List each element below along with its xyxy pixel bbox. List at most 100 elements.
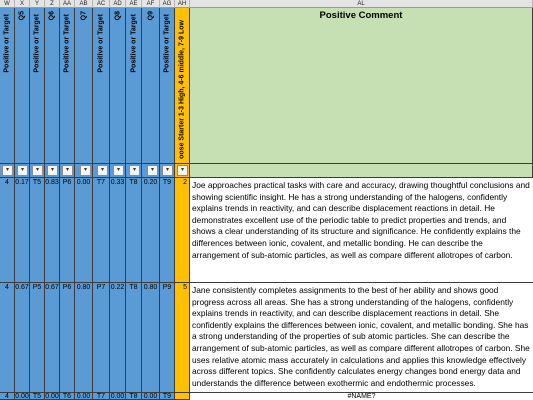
col-header-y[interactable]: Y [30,0,45,8]
header-q5[interactable]: Q5 [15,8,30,164]
filter-cell: ▾ [126,164,142,178]
starter-cell[interactable]: 5 [175,283,190,393]
table-cell[interactable]: T8 [126,178,142,283]
col-header-x[interactable]: X [15,0,30,8]
header-label: Positive or Target [33,14,41,73]
col-header-ad[interactable]: AD [110,0,126,8]
table-cell[interactable]: 0.33 [110,178,126,283]
filter-dropdown-icon[interactable]: ▾ [47,165,58,176]
table-cell[interactable]: 0.80 [75,283,93,393]
header-choose-starter[interactable]: oose Starter 1-3 High, 4-6 middle, 7-9 L… [175,8,190,164]
col-header-w[interactable]: W [0,0,15,8]
header-label: Q9 [147,11,154,21]
table-cell[interactable]: 0.00 [45,393,60,400]
header-label: Q6 [48,11,56,21]
col-header-ae[interactable]: AE [126,0,142,8]
header-label: Positive or Target [63,14,71,73]
col-header-ag[interactable]: AG [160,0,175,8]
filter-dropdown-icon[interactable]: ▾ [62,165,73,176]
table-cell[interactable]: T8 [126,283,142,393]
filter-cell: ▾ [75,164,93,178]
header-label: Q8 [114,11,121,21]
filter-dropdown-icon[interactable]: ▾ [32,165,43,176]
filter-dropdown-icon[interactable]: ▾ [162,165,173,176]
header-q8[interactable]: Q8 [110,8,126,164]
header-positive-or-target[interactable]: Positive or Target [30,8,45,164]
filter-dropdown-icon[interactable]: ▾ [97,165,108,176]
filter-cell: ▾ [93,164,110,178]
col-header-ac[interactable]: AC [93,0,110,8]
filter-cell: ▾ [0,164,15,178]
table-cell[interactable]: 0.00 [142,393,160,400]
table-cell[interactable]: P5 [30,283,45,393]
filter-dropdown-icon[interactable]: ▾ [147,165,158,176]
header-q6[interactable]: Q6 [45,8,60,164]
starter-cell[interactable] [175,393,190,400]
table-cell[interactable]: P7 [93,283,110,393]
table-cell[interactable]: T7 [93,393,110,400]
filter-dropdown-icon[interactable]: ▾ [2,165,13,176]
filter-cell [190,164,533,178]
table-cell[interactable]: 0.17 [15,178,30,283]
header-positive-or-target[interactable]: Positive or Target [60,8,75,164]
header-label: Positive or Target [97,14,105,73]
header-q7[interactable]: Q7 [75,8,93,164]
table-cell[interactable]: 0.00 [75,393,93,400]
table-cell[interactable]: T6 [60,393,75,400]
header-label: oose Starter 1-3 High, 4-6 middle, 7-9 L… [178,20,186,159]
filter-dropdown-icon[interactable]: ▾ [129,165,140,176]
table-cell[interactable]: 4 [0,283,15,393]
col-header-al[interactable]: AL [190,0,533,8]
table-cell[interactable]: T5 [30,393,45,400]
col-header-ah[interactable]: AH [175,0,190,8]
header-positive-or-target[interactable]: Positive or Target [93,8,110,164]
positive-comment-cell[interactable]: #NAME? [347,393,376,400]
filter-cell: ▾ [175,164,190,178]
table-cell[interactable]: P6 [60,178,75,283]
filter-dropdown-icon[interactable]: ▾ [113,165,124,176]
header-label: Q7 [80,11,87,21]
table-cell[interactable]: 0.00 [15,393,30,400]
filter-cell: ▾ [160,164,175,178]
filter-cell: ▾ [60,164,75,178]
table-cell[interactable]: 0.20 [142,178,160,283]
col-header-ab[interactable]: AB [75,0,93,8]
filter-dropdown-icon[interactable]: ▾ [177,165,188,176]
positive-comment-cell[interactable]: Joe approaches practical tasks with care… [190,178,533,283]
table-cell[interactable]: 4 [0,178,15,283]
table-cell[interactable]: P9 [160,283,175,393]
header-label: Positive or Target [163,14,171,73]
filter-cell: ▾ [110,164,126,178]
table-cell[interactable]: T9 [160,178,175,283]
header-q9[interactable]: Q9 [142,8,160,164]
table-cell[interactable]: 0.67 [45,283,60,393]
col-header-af[interactable]: AF [142,0,160,8]
filter-cell: ▾ [30,164,45,178]
col-header-z[interactable]: Z [45,0,60,8]
header-positive-comment[interactable]: Positive Comment [190,8,533,164]
table-cell[interactable]: P6 [60,283,75,393]
table-cell[interactable]: 0.83 [45,178,60,283]
table-cell[interactable]: 0.00 [110,393,126,400]
filter-cell: ▾ [142,164,160,178]
header-positive-or-target[interactable]: Positive or Target [126,8,142,164]
positive-comment-cell[interactable]: Jane consistently completes assignments … [190,283,533,393]
col-header-aa[interactable]: AA [60,0,75,8]
header-label: Positive or Target [130,14,137,73]
table-cell[interactable]: T8 [126,393,142,400]
header-positive-or-target[interactable]: Positive or Target [160,8,175,164]
table-cell[interactable]: T9 [160,393,175,400]
table-cell[interactable]: 0.22 [110,283,126,393]
filter-dropdown-icon[interactable]: ▾ [80,165,91,176]
header-label: Positive Comment [319,10,403,21]
table-cell[interactable]: 4 [0,393,15,400]
starter-cell[interactable]: 2 [175,178,190,283]
filter-dropdown-icon[interactable]: ▾ [17,165,28,176]
table-cell[interactable]: 0.67 [15,283,30,393]
table-cell[interactable]: T5 [30,178,45,283]
table-cell[interactable]: T7 [93,178,110,283]
header-positive-or-target[interactable]: Positive or Target [0,8,15,164]
table-cell[interactable]: 0.80 [142,283,160,393]
table-cell[interactable]: 0.00 [75,178,93,283]
